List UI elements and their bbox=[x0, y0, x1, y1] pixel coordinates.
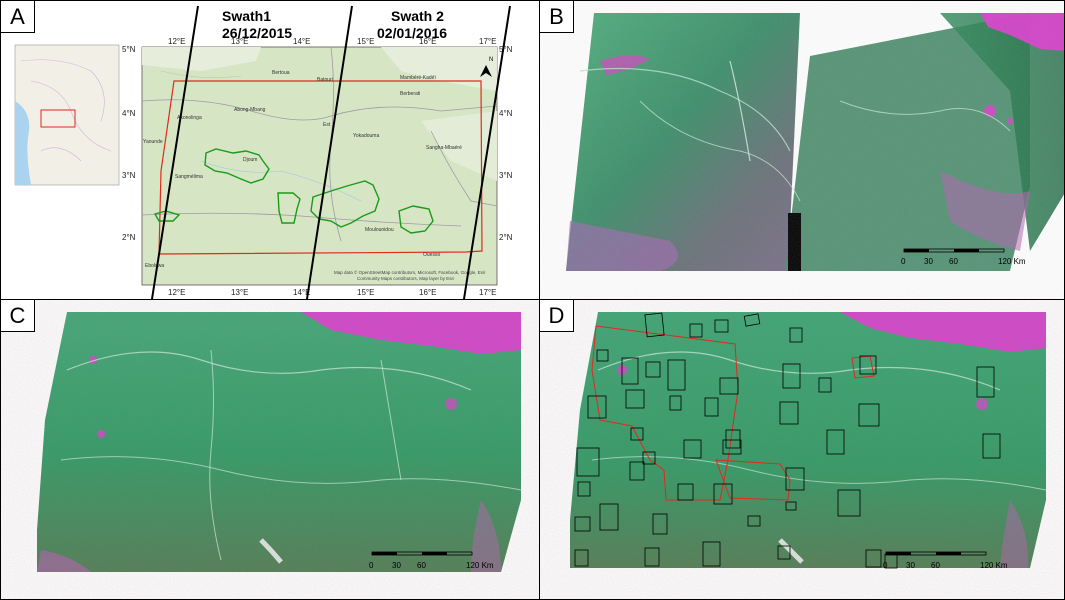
bottom-tick-16e: 16°E bbox=[419, 288, 436, 297]
place-est: Est bbox=[323, 122, 331, 128]
top-tick-14e: 14°E bbox=[293, 37, 310, 46]
swath2-title: Swath 2 bbox=[391, 8, 444, 24]
scale-b-tick-30: 30 bbox=[924, 257, 933, 266]
bottom-tick-13e: 13°E bbox=[231, 288, 248, 297]
main-map: Bertoua Batouri Mambéré-Kadéï Berberati … bbox=[141, 46, 498, 286]
scale-b-tick-0: 0 bbox=[901, 257, 906, 266]
place-ebolowa: Ebolowa bbox=[145, 263, 164, 269]
scale-c-tick-0: 0 bbox=[369, 561, 374, 570]
panel-label-a: A bbox=[1, 1, 35, 33]
place-batouri: Batouri bbox=[317, 77, 333, 83]
swath2-line-east bbox=[463, 5, 511, 300]
place-yokadouma: Yokadouma bbox=[353, 133, 379, 139]
protected-area-outline bbox=[153, 210, 181, 222]
panel-label-c: C bbox=[1, 300, 35, 332]
scale-b-tick-60: 60 bbox=[949, 257, 958, 266]
top-tick-12e: 12°E bbox=[168, 37, 185, 46]
scale-d-tick-0: 0 bbox=[883, 561, 888, 570]
bottom-tick-17e: 17°E bbox=[479, 288, 496, 297]
inset-overview-map bbox=[14, 44, 120, 186]
swath1-date: 26/12/2015 bbox=[222, 25, 292, 41]
swath2-date: 02/01/2016 bbox=[377, 25, 447, 41]
swath1-line-east bbox=[306, 5, 353, 300]
protected-area-outline bbox=[204, 148, 270, 184]
scale-c-end-label: 120 Km bbox=[466, 561, 494, 570]
north-arrow-label: N bbox=[489, 57, 493, 63]
north-arrow-icon: N bbox=[480, 57, 493, 77]
right-tick-5n: 5°N bbox=[499, 45, 513, 54]
sample-plots bbox=[574, 312, 1001, 569]
place-mambere-kadei: Mambéré-Kadéï bbox=[400, 75, 436, 81]
place-sangmelima: Sangmélima bbox=[175, 174, 203, 180]
top-tick-17e: 17°E bbox=[479, 37, 496, 46]
left-tick-2n: 2°N bbox=[122, 233, 136, 242]
scale-bar-b: 0 30 60 120 Km bbox=[901, 248, 1026, 266]
panel-label-b: B bbox=[540, 1, 574, 33]
scale-d-end-label: 120 Km bbox=[980, 561, 1008, 570]
protected-area-outline bbox=[398, 205, 434, 234]
top-tick-13e: 13°E bbox=[231, 37, 248, 46]
swath1-line-west bbox=[151, 5, 199, 300]
place-akonolinga: Akonolinga bbox=[177, 115, 202, 121]
scale-bar-c: 0 30 60 120 Km bbox=[369, 551, 494, 570]
place-sangha-mbaere: Sangha-Mbaéré bbox=[426, 145, 462, 151]
top-tick-15e: 15°E bbox=[357, 37, 374, 46]
place-moulounidou: Moulounidou bbox=[365, 227, 394, 233]
panel-d-satellite-image: 0 30 60 120 Km bbox=[540, 300, 1064, 599]
protected-area-outline bbox=[277, 192, 301, 224]
panel-b: B bbox=[539, 0, 1065, 301]
right-tick-4n: 4°N bbox=[499, 109, 513, 118]
scale-bar-d: 0 30 60 120 Km bbox=[883, 551, 1008, 570]
panel-b-satellite-image: 0 30 60 120 Km bbox=[540, 1, 1064, 300]
panel-c: C 0 bbox=[0, 299, 541, 600]
scale-d-tick-60: 60 bbox=[931, 561, 940, 570]
place-abong-mbang: Abong-Mbang bbox=[234, 107, 266, 113]
scale-c-tick-60: 60 bbox=[417, 561, 426, 570]
panel-a: A bbox=[0, 0, 541, 301]
protected-area-outline bbox=[310, 180, 380, 228]
panel-label-d: D bbox=[540, 300, 574, 332]
left-tick-3n: 3°N bbox=[122, 171, 136, 180]
place-djoum: Djoum bbox=[243, 157, 257, 163]
place-bertoua: Bertoua bbox=[272, 70, 290, 76]
panel-c-satellite-image: 0 30 60 120 Km bbox=[1, 300, 540, 599]
scale-b-end-label: 120 Km bbox=[998, 257, 1026, 266]
left-tick-5n: 5°N bbox=[122, 45, 136, 54]
scale-d-tick-30: 30 bbox=[906, 561, 915, 570]
scale-c-tick-30: 30 bbox=[392, 561, 401, 570]
right-tick-2n: 2°N bbox=[499, 233, 513, 242]
panel-d: D bbox=[539, 299, 1065, 600]
right-tick-3n: 3°N bbox=[499, 171, 513, 180]
place-berberati: Berberati bbox=[400, 91, 420, 97]
swath1-title: Swath1 bbox=[222, 8, 271, 24]
place-yaounde: Yaounde bbox=[143, 139, 163, 145]
panel-a-map-figure: Bertoua Batouri Mambéré-Kadéï Berberati … bbox=[14, 5, 513, 300]
top-tick-16e: 16°E bbox=[419, 37, 436, 46]
study-area-outline bbox=[158, 80, 483, 255]
bottom-tick-12e: 12°E bbox=[168, 288, 185, 297]
bottom-tick-15e: 15°E bbox=[357, 288, 374, 297]
left-tick-4n: 4°N bbox=[122, 109, 136, 118]
place-ouesso: Ouesso bbox=[423, 252, 440, 258]
bottom-tick-14e: 14°E bbox=[293, 288, 310, 297]
map-attribution-line-1: Map data © OpenStreetMap contributors, M… bbox=[334, 269, 485, 275]
map-attribution-line-2: Community Maps contributors, Map layer b… bbox=[357, 276, 454, 281]
